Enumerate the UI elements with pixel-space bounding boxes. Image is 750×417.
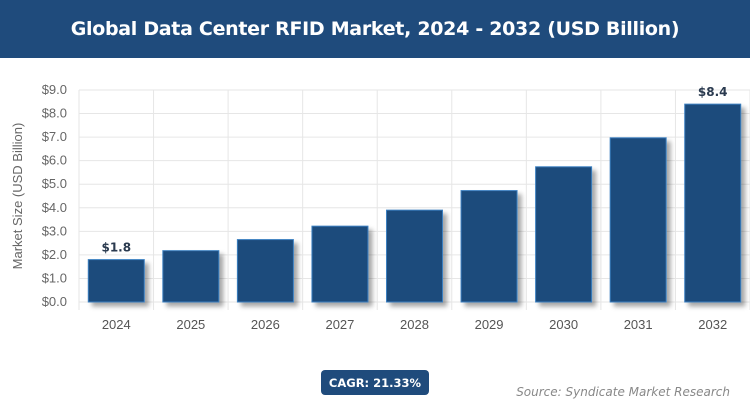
title-bar: Global Data Center RFID Market, 2024 - 2… [0,0,750,58]
y-tick-label: $5.0 [42,176,67,191]
x-tick-label: 2028 [400,317,429,332]
x-tick-label: 2025 [176,317,205,332]
bar-2026 [236,239,294,303]
chart-title: Global Data Center RFID Market, 2024 - 2… [70,18,680,40]
bar-2031 [609,137,667,303]
x-tick-label: 2029 [475,317,504,332]
x-tick-label: 2031 [624,317,653,332]
y-tick-label: $9.0 [42,82,67,97]
y-tick-label: $3.0 [42,223,67,238]
bar-2024 [87,259,145,303]
source-note: Source: Syndicate Market Research [516,385,730,399]
bar-2027 [311,225,369,303]
x-tick-label: 2027 [325,317,354,332]
x-tick-label: 2030 [549,317,578,332]
bar-2025 [162,250,220,303]
y-tick-label: $7.0 [42,129,67,144]
y-tick-label: $4.0 [42,200,67,215]
y-tick-label: $6.0 [42,153,67,168]
x-tick-label: 2026 [251,317,280,332]
data-label: $8.4 [698,85,728,99]
y-tick-label: $0.0 [42,294,67,309]
bar-2032 [684,103,742,303]
bar-2030 [535,166,593,303]
y-tick-label: $2.0 [42,247,67,262]
x-tick-label: 2024 [102,317,131,332]
y-tick-label: $1.0 [42,270,67,285]
x-tick-label: 2032 [698,317,727,332]
y-tick-label: $8.0 [42,106,67,121]
y-axis-label: Market Size (USD Billion) [10,123,25,270]
cagr-badge: CAGR: 21.33% [321,370,429,395]
bar-2029 [460,190,518,303]
data-label: $1.8 [101,241,131,255]
bar-2028 [386,209,443,303]
